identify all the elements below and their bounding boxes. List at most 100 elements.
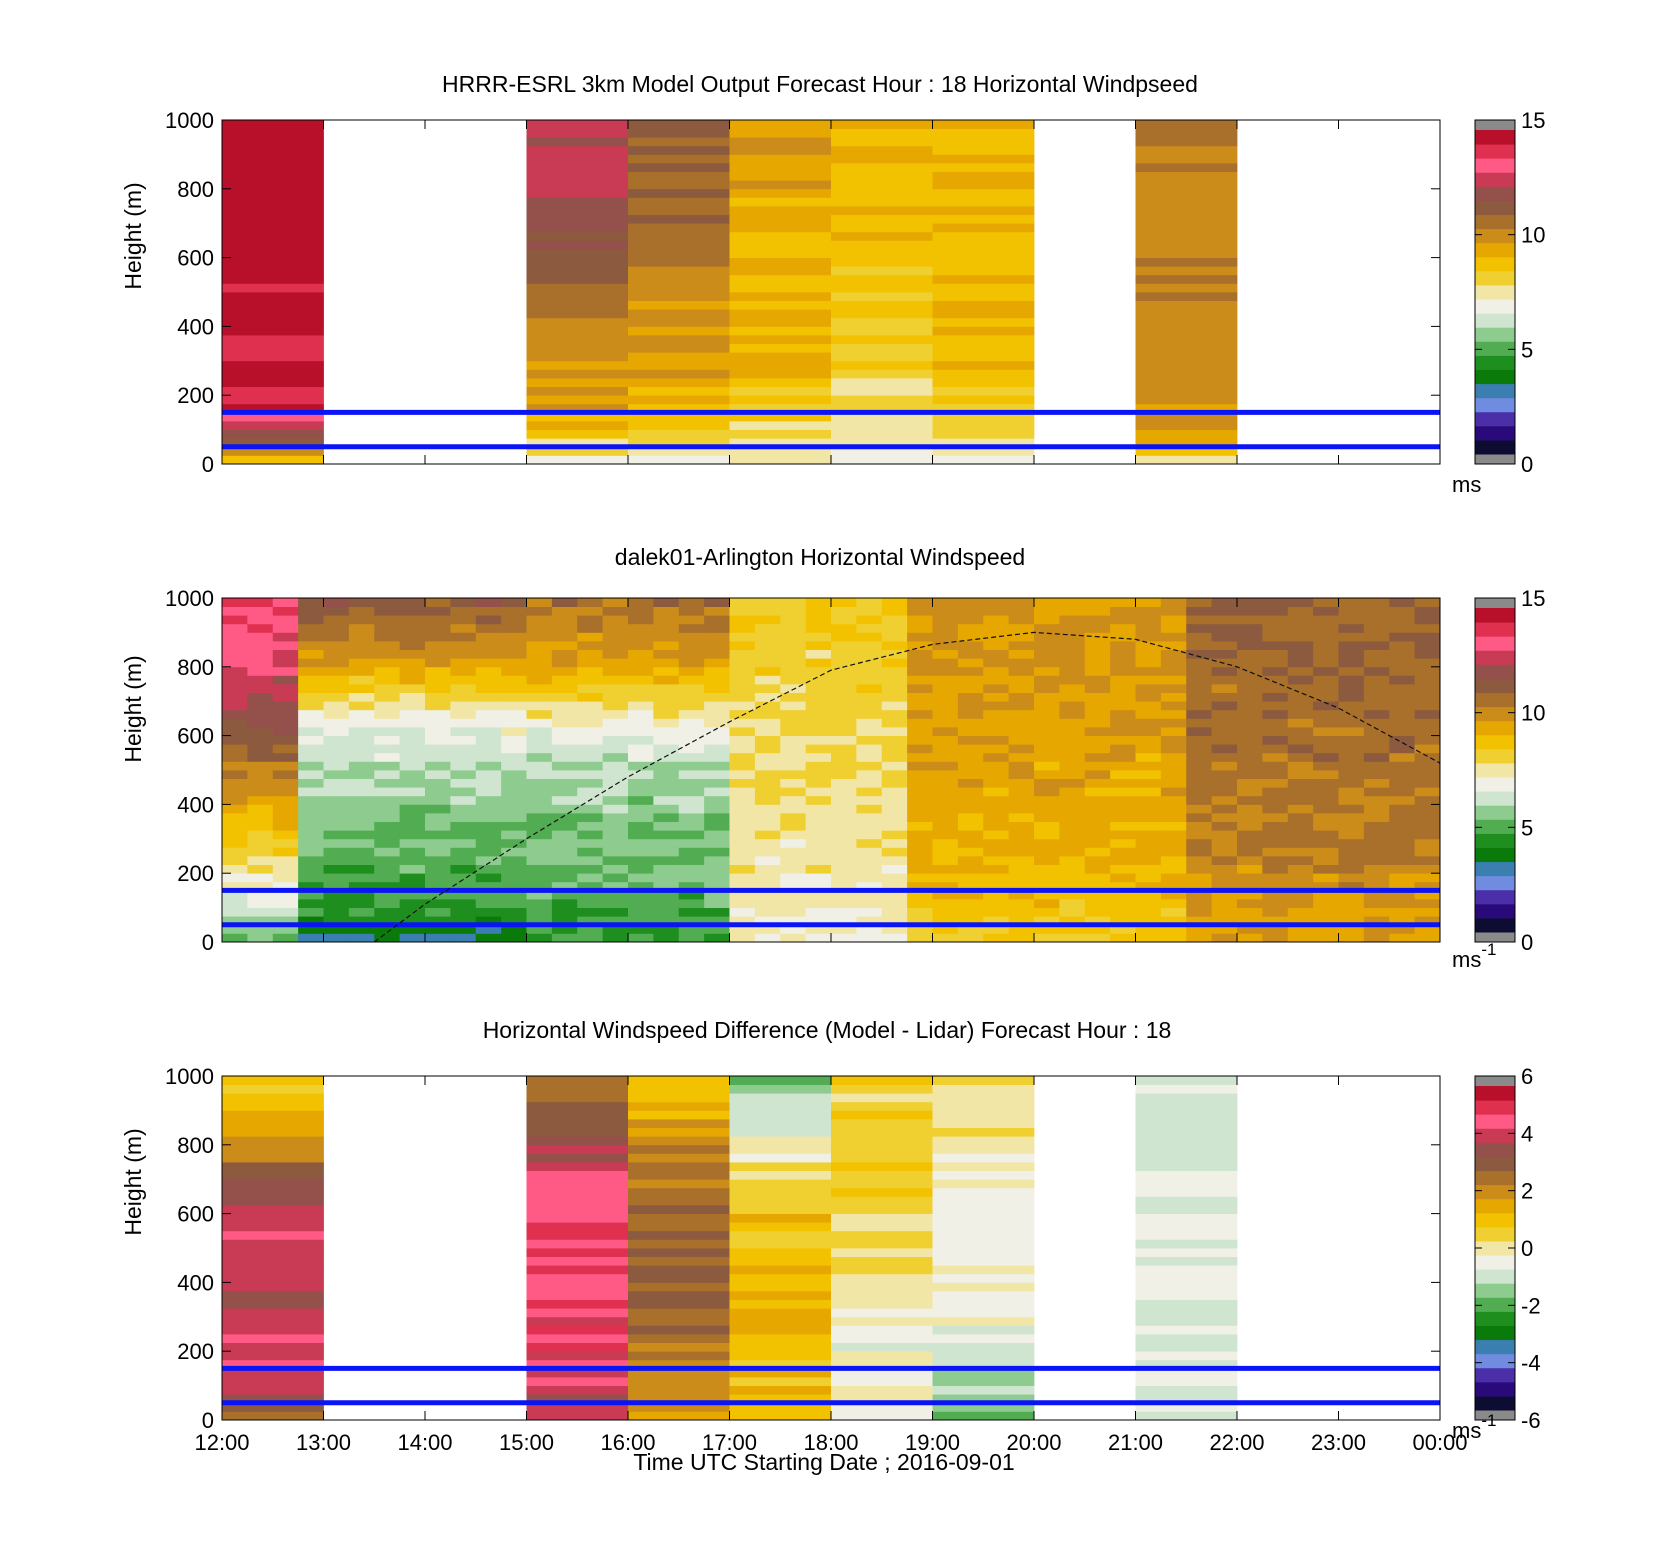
heatmap-cell — [1414, 873, 1441, 883]
heatmap-cell — [222, 1153, 324, 1163]
x-tick-labels: 12:00 13:00 14:00 15:00 16:00 17:00 18:00 19:00… — [194, 1430, 1467, 1455]
x-ticks — [221, 598, 1441, 942]
heatmap-cell — [577, 649, 604, 659]
heatmap-cell — [1135, 1170, 1238, 1180]
heatmap-cell — [1160, 890, 1187, 900]
heatmap-cell — [1211, 907, 1238, 917]
heatmap-cell — [399, 606, 426, 616]
colorbar-cap-top — [1475, 120, 1515, 130]
heatmap-cell — [831, 1187, 933, 1197]
heatmap-cell — [628, 838, 654, 848]
heatmap-cell — [729, 1342, 832, 1352]
heatmap-cell — [729, 1394, 832, 1404]
heatmap-cell — [551, 795, 578, 805]
heatmap-cell — [1414, 787, 1441, 797]
heatmap-cell — [1287, 606, 1314, 616]
heatmap-cell — [856, 770, 883, 779]
heatmap-cell — [856, 623, 883, 633]
heatmap-cell — [1110, 804, 1136, 814]
heatmap-cell — [501, 787, 527, 797]
heatmap-cell — [1186, 838, 1213, 848]
heatmap-cell — [628, 675, 654, 685]
heatmap-cell — [1287, 718, 1314, 728]
heatmap-cell — [348, 615, 375, 625]
heatmap-cell — [628, 701, 654, 711]
heatmap-cell — [399, 838, 426, 848]
heatmap-cell — [526, 352, 629, 362]
heatmap-cell — [1110, 666, 1136, 676]
colorbar-tick-label: 10 — [1521, 223, 1545, 248]
heatmap-cell — [1389, 632, 1416, 642]
heatmap-cell — [1135, 735, 1162, 745]
heatmap-cell — [856, 632, 883, 642]
heatmap-cell — [1313, 735, 1339, 745]
heatmap-cell — [1135, 1205, 1238, 1214]
heatmap-cell — [1135, 360, 1238, 370]
heatmap-cell — [348, 881, 375, 891]
colorbar-swatch — [1475, 748, 1515, 764]
heatmap-cell — [780, 615, 807, 625]
colorbar-swatch — [1475, 270, 1515, 286]
heatmap-cell — [754, 727, 781, 736]
heatmap-cell — [831, 701, 857, 711]
heatmap-cell — [1059, 666, 1086, 676]
heatmap-cell — [729, 1316, 832, 1326]
heatmap-cell — [932, 1136, 1035, 1146]
heatmap-cell — [222, 615, 248, 625]
heatmap-cell — [780, 727, 807, 736]
heatmap-cell — [298, 873, 324, 883]
heatmap-cell — [1313, 632, 1339, 642]
colorbar-swatch — [1475, 1100, 1515, 1115]
heatmap-cell — [628, 206, 730, 215]
heatmap-cell — [1363, 770, 1390, 779]
heatmap-cell — [247, 856, 274, 865]
heatmap-cell — [628, 343, 730, 353]
heatmap-cell — [1110, 658, 1136, 668]
heatmap-cell — [983, 735, 1010, 745]
colorbar-swatch — [1475, 228, 1515, 244]
heatmap-cell — [1084, 804, 1111, 814]
heatmap-cell — [425, 632, 451, 642]
heatmap-cell — [780, 658, 807, 668]
heatmap-cell — [425, 666, 451, 676]
heatmap-cell — [957, 752, 984, 762]
heatmap-cell — [272, 718, 299, 728]
heatmap-cell — [222, 1351, 324, 1361]
heatmap-cell — [704, 709, 730, 719]
heatmap-cell — [1110, 899, 1136, 908]
heatmap-cell — [323, 649, 350, 659]
heatmap-cell — [298, 804, 324, 814]
heatmap-cell — [425, 864, 451, 874]
heatmap-cell — [628, 1316, 730, 1326]
heatmap-cell — [1389, 701, 1416, 711]
heatmap-cell — [1389, 890, 1416, 900]
heatmap-cell — [501, 847, 527, 857]
heatmap-cell — [399, 873, 426, 883]
heatmap-cell — [577, 847, 604, 857]
heatmap-cell — [551, 873, 578, 883]
heatmap-cell — [983, 847, 1010, 857]
heatmap-cell — [754, 744, 781, 754]
heatmap-cell — [932, 317, 1035, 327]
heatmap-cell — [475, 684, 502, 693]
heatmap-cell — [1135, 266, 1238, 276]
heatmap-cell — [983, 658, 1010, 668]
heatmap-cell — [222, 145, 324, 155]
heatmap-cell — [932, 1101, 1035, 1111]
heatmap-cell — [1135, 1187, 1238, 1197]
heatmap-cell — [1135, 1110, 1238, 1120]
heatmap-cell — [831, 1316, 933, 1326]
heatmap-cell — [1389, 873, 1416, 883]
heatmap-cell — [247, 675, 274, 685]
heatmap-cell — [526, 403, 629, 413]
heatmap-cell — [323, 727, 350, 736]
heatmap-cell — [1211, 641, 1238, 650]
heatmap-cell — [1287, 821, 1314, 831]
heatmap-cell — [526, 881, 553, 891]
heatmap-cell — [399, 778, 426, 788]
heatmap-cell — [1034, 890, 1060, 900]
heatmap-cell — [628, 1291, 730, 1300]
heatmap-cell — [298, 666, 324, 676]
heatmap-cell — [323, 598, 350, 607]
heatmap-cell — [831, 899, 857, 908]
